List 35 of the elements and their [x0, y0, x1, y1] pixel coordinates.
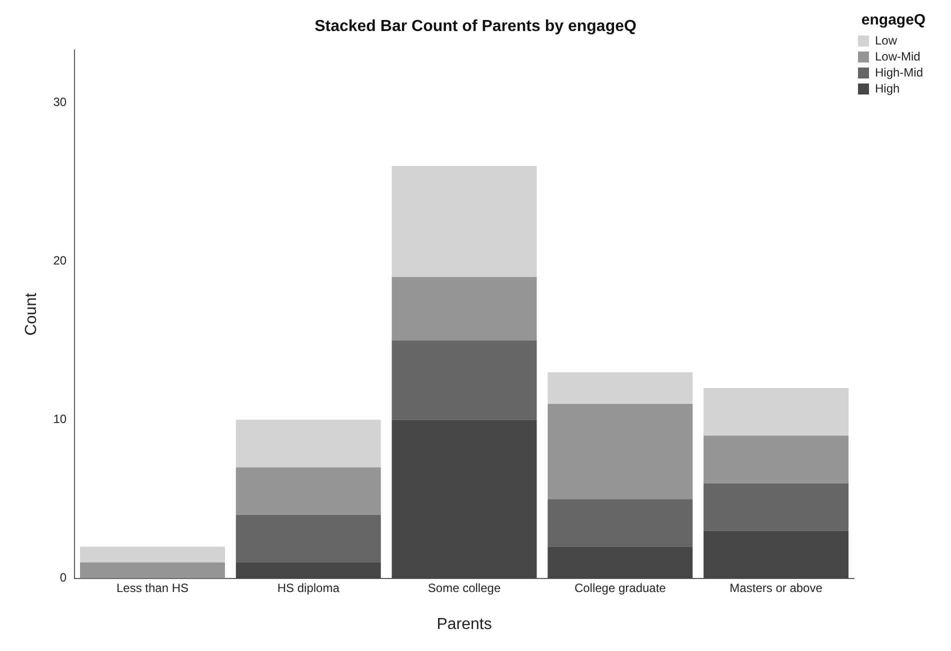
x-tick-label: Some college — [428, 580, 501, 595]
bar — [80, 546, 225, 563]
bar — [548, 372, 693, 404]
x-axis-title: Parents — [436, 616, 492, 633]
y-axis-title: Count — [23, 292, 40, 336]
bar — [548, 546, 693, 578]
y-tick-label: 0 — [60, 570, 67, 585]
x-tick-label: Masters or above — [730, 580, 823, 595]
bar — [236, 514, 381, 563]
bar — [548, 404, 693, 500]
bar — [392, 277, 537, 340]
y-tick-label: 10 — [53, 412, 67, 426]
legend-label: High — [874, 81, 900, 96]
y-tick-label: 30 — [53, 94, 67, 109]
bar — [80, 562, 225, 578]
legend-label: High-Mid — [874, 65, 924, 80]
x-tick-label: Less than HS — [116, 580, 189, 595]
y-tick-label: 20 — [53, 253, 67, 268]
bar — [392, 166, 537, 278]
chart-title: Stacked Bar Count of Parents by engageQ — [314, 18, 636, 36]
bar — [704, 483, 849, 531]
bar — [704, 388, 849, 436]
legend-title: engageQ — [861, 12, 926, 29]
bar — [704, 436, 849, 484]
bar — [548, 499, 693, 547]
x-tick-label: HS diploma — [277, 580, 340, 595]
bar — [236, 420, 381, 468]
bar — [236, 562, 381, 578]
bar — [392, 420, 537, 578]
bar — [236, 467, 381, 515]
bar — [704, 530, 849, 578]
legend-label: Low — [874, 33, 898, 48]
legend-label: Low-Mid — [874, 49, 920, 64]
x-tick-label: College graduate — [574, 580, 666, 595]
bar — [392, 340, 537, 420]
